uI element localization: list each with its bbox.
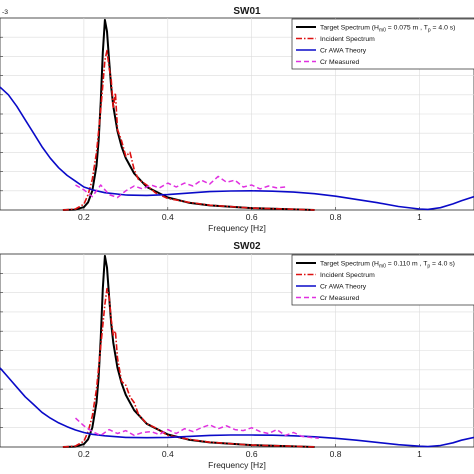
series-line-4	[74, 417, 319, 440]
x-tick-label: 1	[417, 449, 422, 459]
legend-label-2: Incident Spectrum	[320, 36, 375, 43]
chart-title: SW02	[233, 241, 261, 252]
legend: Target Spectrum (Hm0 = 0.110 m , Tp = 4.…	[291, 254, 474, 306]
series-line-2	[62, 49, 315, 211]
legend-box	[291, 18, 474, 70]
series-line-2	[62, 287, 315, 448]
legend-label-1: Target Spectrum (Hm0 = 0.110 m , Tp = 4.…	[320, 261, 455, 270]
legend-label-3: Cr AWA Theory	[320, 48, 367, 55]
x-axis-label: Frequency [Hz]	[208, 223, 266, 233]
series-line-3	[0, 86, 474, 211]
legend-label-3: Cr AWA Theory	[320, 284, 367, 291]
x-tick-label: 0.2	[78, 449, 90, 459]
x-tick-label: 0.8	[330, 449, 342, 459]
y-axis-exponent: -3	[2, 9, 8, 16]
chart-panel-2: 0.2 0.4 0.6 0.8 1 SW02 Frequency [Hz] Target Sp…	[0, 241, 474, 470]
legend-label-4: Cr Measured	[320, 295, 360, 302]
chart-title: SW01	[233, 6, 261, 17]
x-axis-label: Frequency [Hz]	[208, 460, 266, 470]
series-line-4	[75, 175, 286, 199]
legend-box	[291, 254, 474, 306]
legend-label-2: Incident Spectrum	[320, 272, 375, 279]
series-line-3	[0, 367, 474, 448]
x-tick-label: 0.2	[78, 212, 90, 222]
x-tick-label: 0.4	[162, 449, 174, 459]
x-tick-label: 0.4	[162, 212, 174, 222]
legend-label-4: Cr Measured	[320, 59, 360, 66]
legend-label-1: Target Spectrum (Hm0 = 0.075 m , Tp = 4.…	[320, 25, 455, 34]
x-tick-label: 0.6	[246, 212, 258, 222]
chart-panel-1: 0.2 0.4 0.6 0.8 1 SW01 -3 Frequency [Hz] Target …	[0, 6, 474, 233]
x-tick-label: 1	[417, 212, 422, 222]
legend: Target Spectrum (Hm0 = 0.075 m , Tp = 4.…	[291, 18, 474, 70]
x-tick-label: 0.6	[246, 449, 258, 459]
x-tick-label: 0.8	[330, 212, 342, 222]
